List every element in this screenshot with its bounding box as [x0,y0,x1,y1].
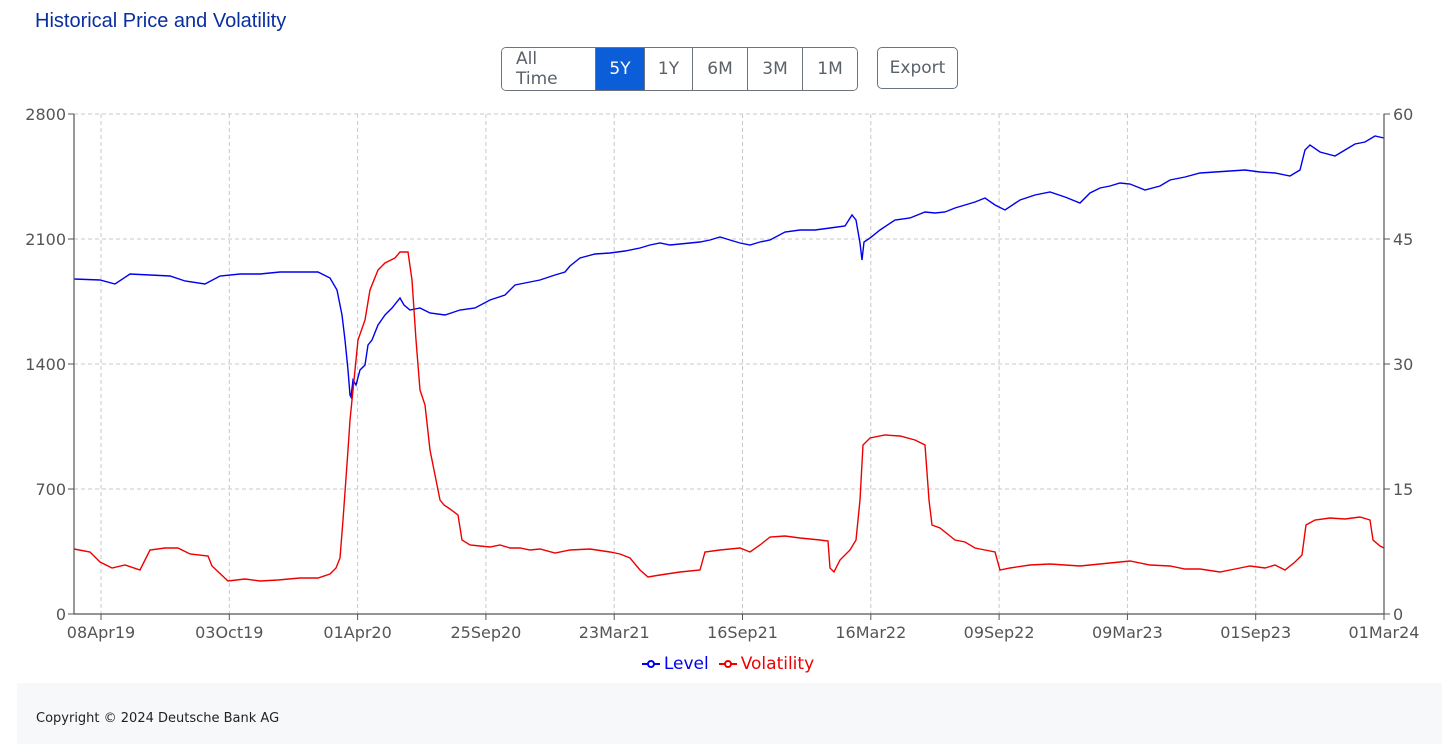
level-series-line [73,135,1385,400]
x-tick-label: 01Sep23 [1220,623,1291,642]
x-tick-label: 01Apr20 [323,623,391,642]
x-tick-label: 16Sep21 [707,623,778,642]
x-tick-label: 25Sep20 [450,623,521,642]
x-tick-label: 09Sep22 [964,623,1035,642]
x-tick-label: 08Apr19 [67,623,135,642]
range-button-3m[interactable]: 3M [748,48,803,90]
range-button-5y[interactable]: 5Y [596,48,645,90]
x-tick-label: 23Mar21 [579,623,650,642]
grid-lines [74,113,1384,614]
right-y-tick-label: 15 [1393,480,1413,499]
left-y-tick-label: 1400 [25,355,66,374]
export-button[interactable]: Export [877,47,958,89]
line-marker-icon [641,660,660,668]
range-button-1y[interactable]: 1Y [645,48,693,90]
range-button-1m[interactable]: 1M [803,48,857,90]
left-y-tick-label: 700 [35,480,66,499]
x-tick-label: 09Mar23 [1092,623,1163,642]
line-marker-icon [718,660,737,668]
left-y-tick-label: 0 [56,605,66,624]
range-button-all-time[interactable]: All Time [502,48,596,90]
axes: 0 0 700 15 1400 30 2100 45 2800 60 08Apr19 03Oct19 0… [25,105,1419,642]
right-y-tick-label: 45 [1393,230,1413,249]
x-tick-label: 03Oct19 [195,623,263,642]
right-y-tick-label: 60 [1393,105,1413,124]
footer: Copyright © 2024 Deutsche Bank AG [17,683,1442,744]
left-y-tick-label: 2800 [25,105,66,124]
legend-item-volatility[interactable]: Volatility [718,654,815,674]
range-button-6m[interactable]: 6M [693,48,748,90]
legend-item-level[interactable]: Level [641,654,709,674]
price-volatility-chart: 0 0 700 15 1400 30 2100 45 2800 60 08Apr19 03Oct19 0… [25,105,1419,642]
legend-label: Volatility [740,654,815,674]
x-tick-label: 01Mar24 [1349,623,1420,642]
right-y-tick-label: 30 [1393,355,1413,374]
right-y-tick-label: 0 [1393,605,1403,624]
legend-label: Level [663,654,709,674]
volatility-series-line [73,251,1385,582]
page-title: Historical Price and Volatility [35,10,287,32]
left-y-tick-label: 2100 [25,230,66,249]
x-tick-label: 16Mar22 [835,623,906,642]
range-button-group: All Time 5Y 1Y 6M 3M 1M [501,47,858,91]
copyright-text: Copyright © 2024 Deutsche Bank AG [36,711,280,726]
chart-legend: Level Volatility [0,654,1456,674]
